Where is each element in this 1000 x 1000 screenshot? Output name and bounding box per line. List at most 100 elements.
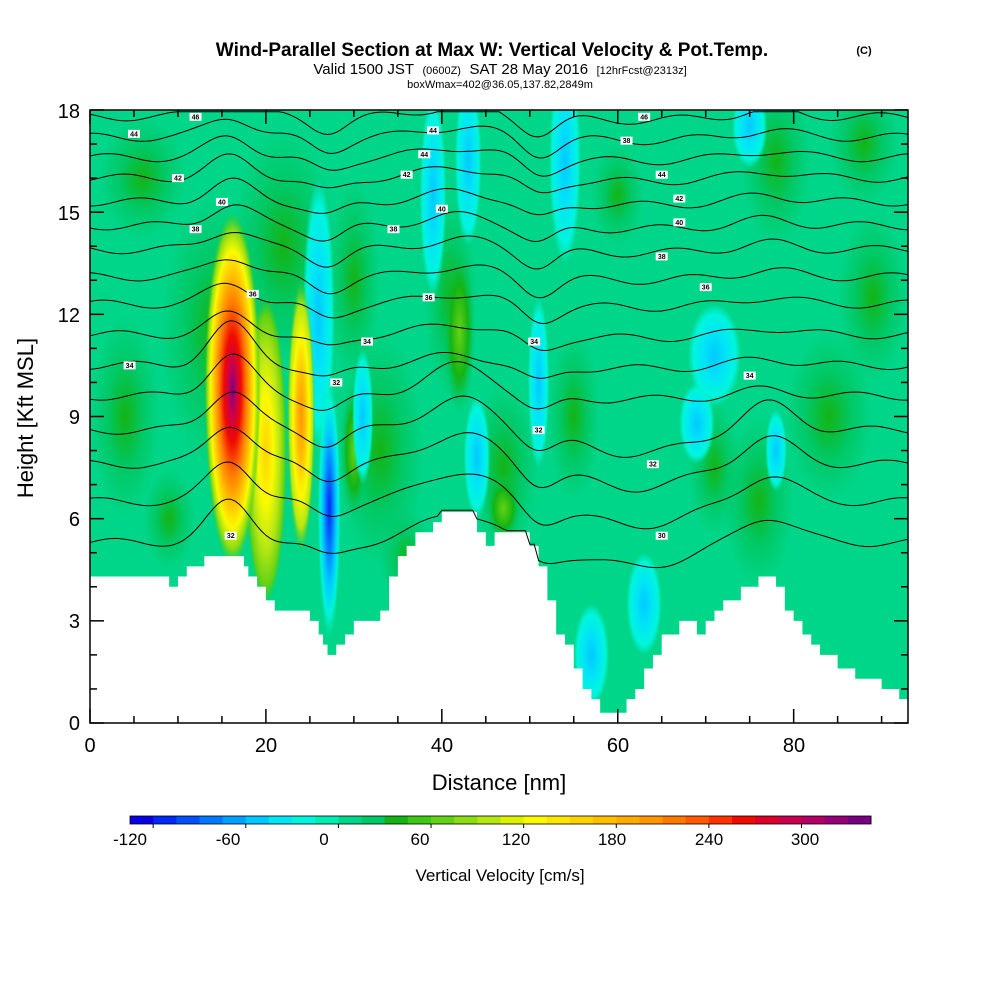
colorbar-cell	[431, 816, 455, 824]
velocity-cell	[204, 212, 261, 567]
theta-contour-line	[90, 426, 908, 493]
colorbar: -120 -60 0 60 120 180 240 300 Vertical V…	[113, 815, 872, 885]
colorbar-cell	[523, 816, 548, 824]
contour-label-background	[400, 170, 413, 179]
velocity-cell	[485, 474, 521, 543]
contour-label: 40	[438, 206, 446, 213]
theta-contour-labels: 46 44 42 40 38 36 34 32 44 44 42 40 38 36 34 32 46 38 44 42…	[123, 112, 756, 540]
colorbar-tick-label: 240	[695, 830, 723, 849]
colorbar-cell	[847, 816, 872, 824]
theta-contour-line	[90, 282, 908, 325]
colorbar-cell	[662, 816, 687, 824]
velocity-cell	[98, 116, 187, 240]
velocity-cell	[732, 110, 768, 168]
contour-label: 46	[192, 114, 200, 121]
contour-label: 34	[126, 363, 134, 370]
colorbar-cell	[153, 816, 177, 824]
colorbar-tick-label: 120	[502, 830, 530, 849]
contour-label: 32	[227, 533, 235, 540]
colorbar-cell	[176, 816, 200, 824]
colorbar-tick-label: 300	[791, 830, 819, 849]
contour-label-background	[638, 112, 651, 121]
contour-label: 34	[746, 373, 754, 380]
velocity-cell	[573, 603, 609, 706]
contour-label: 38	[658, 254, 666, 261]
contour-label: 32	[332, 380, 340, 387]
colorbar-cell	[616, 816, 640, 824]
velocity-field: 46 44 42 40 38 36 34 32 44 44 42 40 38 36 34 32 46 38 44 42…	[90, 110, 908, 723]
contour-label: 42	[174, 176, 182, 183]
y-axis-ticks	[90, 109, 908, 724]
x-tick-label: 60	[607, 735, 629, 757]
theta-contour-line	[90, 135, 908, 177]
contour-label: 38	[390, 227, 398, 234]
x-tick-label: 80	[783, 735, 805, 757]
colorbar-cell	[732, 816, 756, 824]
colorbar-tick-label: -120	[113, 830, 147, 849]
velocity-cell	[287, 280, 316, 553]
contour-label: 36	[702, 285, 710, 292]
contour-label: 32	[535, 428, 543, 435]
colorbar-cell	[639, 816, 664, 824]
contour-label: 44	[429, 128, 437, 135]
contour-label-background	[620, 136, 633, 145]
theta-contour-line	[90, 118, 908, 159]
contour-label-background	[532, 426, 545, 435]
contour-label-background	[246, 289, 259, 298]
contour-label: 42	[403, 172, 411, 179]
colorbar-cell	[454, 816, 478, 824]
velocity-cell	[679, 382, 715, 465]
theta-contour-line	[90, 461, 908, 530]
x-axis-ticks	[89, 110, 883, 723]
x-tick-labels: 0 20 40 60 80	[84, 735, 805, 757]
velocity-cell	[828, 110, 900, 206]
colorbar-cell	[477, 816, 501, 824]
colorbar-tick-label: 180	[598, 830, 626, 849]
contour-label: 44	[130, 131, 138, 138]
colorbar-cell	[245, 816, 270, 824]
y-tick-label: 3	[69, 611, 80, 633]
colorbar-frame	[129, 815, 872, 825]
contour-label-background	[699, 283, 712, 292]
colorbar-tick-label: 60	[411, 830, 430, 849]
colorbar-cell	[685, 816, 710, 824]
velocity-cell	[463, 396, 491, 519]
contour-label: 38	[192, 227, 200, 234]
theta-contour-line	[90, 498, 908, 569]
contour-label: 46	[640, 114, 648, 121]
velocity-cell	[327, 178, 381, 383]
y-tick-label: 18	[58, 101, 80, 123]
contour-label-background	[330, 378, 343, 387]
contour-label-background	[189, 112, 202, 121]
colorbar-cell	[824, 816, 849, 824]
subtitle-date: SAT 28 May 2016	[469, 61, 588, 78]
copyright-mark: (C)	[856, 45, 872, 57]
colorbar-tick-label: -60	[216, 830, 241, 849]
x-tick-label: 20	[255, 735, 277, 757]
contour-label-background	[743, 371, 756, 380]
colorbar-cell	[130, 816, 154, 824]
velocity-cell	[784, 331, 873, 502]
velocity-cell	[837, 212, 908, 383]
theta-contour-line	[90, 391, 908, 458]
theta-contour-line	[90, 204, 908, 243]
contour-label-background	[427, 126, 440, 135]
colorbar-cell	[315, 816, 339, 824]
y-tick-label: 0	[69, 713, 80, 735]
theta-contour-line	[90, 153, 908, 194]
colorbar-cell	[361, 816, 386, 824]
contour-label: 34	[530, 339, 538, 346]
chart-subtitle: Valid 1500 JST (0600Z) SAT 28 May 2016 […	[313, 61, 686, 78]
subtitle-valid: Valid 1500 JST	[313, 61, 414, 78]
contour-label-background	[646, 460, 659, 469]
theta-contour-line	[90, 310, 908, 352]
velocity-cell	[591, 144, 645, 247]
contour-label-background	[361, 337, 374, 346]
subtitle-utc: (0600Z)	[422, 65, 461, 77]
contour-label: 34	[363, 339, 371, 346]
colorbar-label: Vertical Velocity [cm/s]	[415, 866, 584, 885]
theta-contour-line	[90, 111, 908, 138]
contour-label-background	[387, 225, 400, 234]
contour-label: 42	[675, 196, 683, 203]
